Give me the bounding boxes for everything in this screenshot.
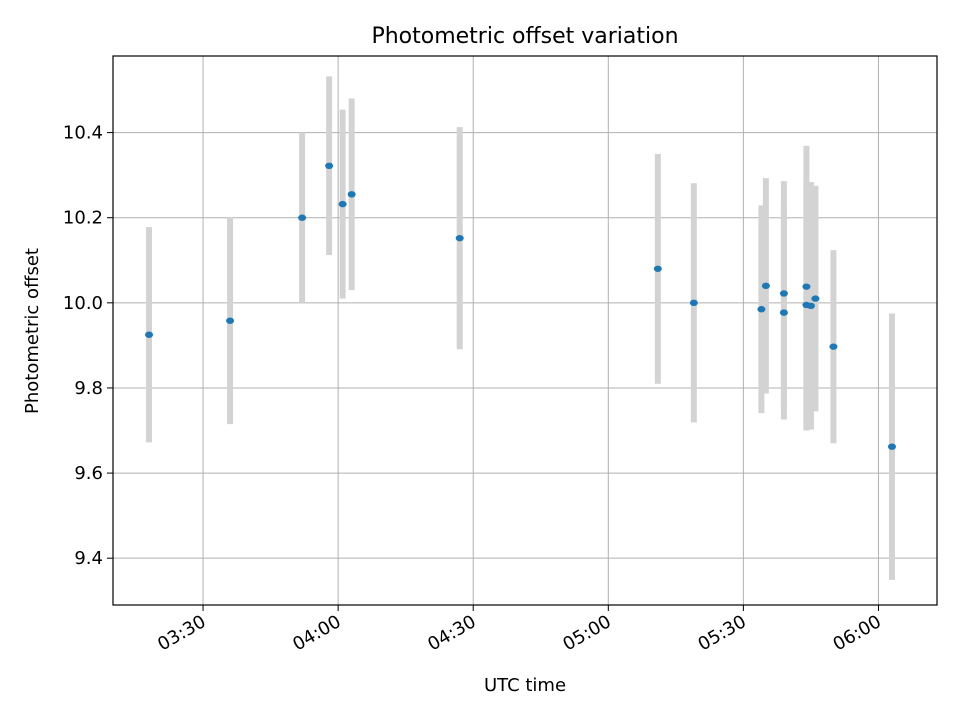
data-point [779, 309, 788, 316]
y-tick-label: 9.4 [74, 548, 103, 569]
y-ticks: 9.4 9.6 9.8 10.0 10.2 10.4 [63, 123, 113, 569]
data-point [761, 282, 770, 290]
y-tick-label: 9.6 [74, 463, 103, 484]
y-tick-label: 10.2 [63, 208, 103, 229]
data-point [779, 290, 788, 297]
data-point [806, 302, 815, 310]
data-point [689, 299, 698, 307]
data-point [802, 283, 811, 290]
y-axis-label: Photometric offset [22, 248, 43, 414]
plot-frame [112, 55, 938, 606]
data-point [829, 343, 838, 350]
x-ticks: 03:30 04:00 04:30 05:00 05:30 06:00 [154, 605, 885, 655]
y-tick-label: 10.4 [63, 123, 103, 144]
x-tick-label: 04:30 [424, 611, 479, 655]
data-point [325, 162, 334, 169]
data-point [298, 214, 307, 221]
data-point [757, 306, 766, 313]
data-point [226, 317, 235, 324]
x-tick-label: 03:30 [154, 611, 209, 655]
error-bars [146, 76, 895, 580]
x-tick-label: 04:00 [289, 611, 344, 655]
data-point [811, 295, 820, 302]
y-tick-label: 9.8 [74, 378, 103, 399]
y-tick-label: 10.0 [63, 293, 103, 314]
x-tick-label: 05:00 [559, 611, 614, 655]
data-point [887, 443, 896, 450]
data-point [455, 234, 464, 242]
data-point [145, 331, 154, 338]
x-tick-label: 05:30 [694, 611, 749, 655]
data-point [653, 265, 662, 272]
x-axis-label: UTC time [484, 675, 566, 696]
chart-title: Photometric offset variation [371, 24, 678, 49]
data-point [338, 200, 347, 208]
data-point [347, 191, 356, 198]
grid [113, 56, 937, 605]
data-points [145, 162, 896, 450]
x-tick-label: 06:00 [830, 611, 885, 655]
